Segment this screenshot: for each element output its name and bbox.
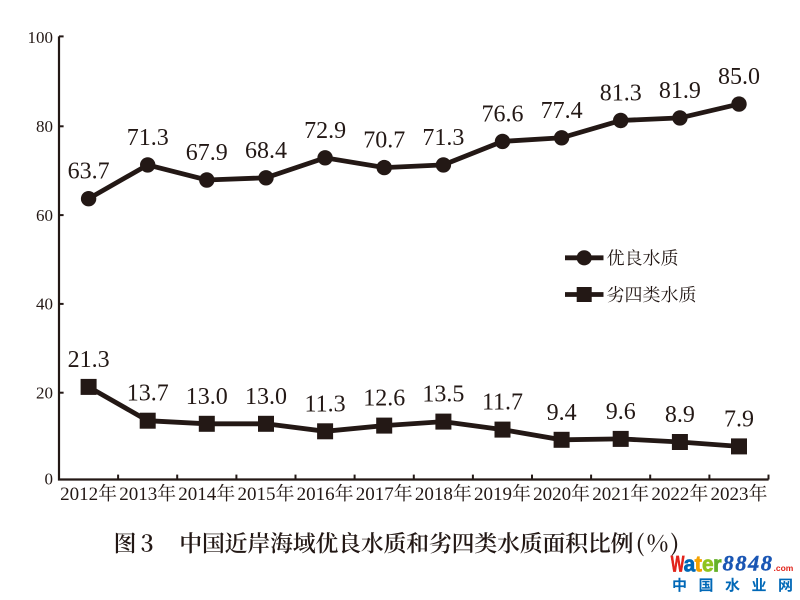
svg-text:2017: 2017 (356, 484, 394, 505)
svg-text:40: 40 (36, 295, 53, 314)
svg-text:e: e (702, 552, 714, 577)
svg-text:2012: 2012 (60, 484, 98, 505)
svg-text:.com: .com (774, 563, 794, 573)
svg-text:0: 0 (45, 470, 54, 489)
svg-text:11.3: 11.3 (305, 391, 346, 417)
svg-text:a: a (684, 552, 697, 577)
svg-text:71.3: 71.3 (422, 125, 464, 151)
svg-text:72.9: 72.9 (304, 118, 346, 144)
svg-text:81.9: 81.9 (659, 78, 701, 104)
svg-text:85.0: 85.0 (718, 64, 760, 90)
svg-text:2019: 2019 (474, 484, 512, 505)
svg-text:9.6: 9.6 (606, 399, 636, 425)
svg-text:12.6: 12.6 (363, 386, 405, 412)
svg-text:63.7: 63.7 (68, 159, 110, 185)
svg-text:67.9: 67.9 (186, 140, 228, 166)
svg-text:W: W (671, 551, 685, 576)
svg-text:7.9: 7.9 (724, 406, 754, 432)
svg-text:2021: 2021 (592, 484, 630, 505)
svg-text:21.3: 21.3 (68, 347, 110, 373)
svg-text:8848: 8848 (723, 551, 774, 576)
svg-text:2015: 2015 (238, 484, 276, 505)
svg-text:r: r (713, 552, 722, 577)
svg-text:2013: 2013 (119, 484, 157, 505)
svg-text:20: 20 (36, 383, 53, 402)
svg-text:2016: 2016 (297, 484, 335, 505)
svg-text:8.9: 8.9 (665, 402, 695, 428)
svg-text:2014: 2014 (178, 484, 217, 505)
svg-text:2018: 2018 (415, 484, 453, 505)
svg-text:13.0: 13.0 (186, 384, 228, 410)
svg-text:9.4: 9.4 (547, 400, 577, 426)
svg-text:2020: 2020 (533, 484, 571, 505)
svg-text:13.5: 13.5 (422, 382, 464, 408)
svg-text:11.7: 11.7 (482, 390, 523, 416)
svg-text:70.7: 70.7 (363, 128, 405, 154)
svg-text:71.3: 71.3 (127, 125, 169, 151)
svg-text:68.4: 68.4 (245, 138, 287, 164)
svg-text:76.6: 76.6 (482, 101, 524, 127)
svg-text:60: 60 (36, 206, 53, 225)
svg-text:13.7: 13.7 (127, 381, 169, 407)
svg-text:t: t (695, 552, 703, 577)
svg-text:100: 100 (28, 28, 54, 47)
svg-text:77.4: 77.4 (541, 98, 583, 124)
svg-text:80: 80 (36, 117, 53, 136)
svg-text:2022: 2022 (651, 484, 689, 505)
svg-text:13.0: 13.0 (245, 384, 287, 410)
svg-text:2023: 2023 (711, 484, 749, 505)
svg-text:81.3: 81.3 (600, 81, 642, 107)
